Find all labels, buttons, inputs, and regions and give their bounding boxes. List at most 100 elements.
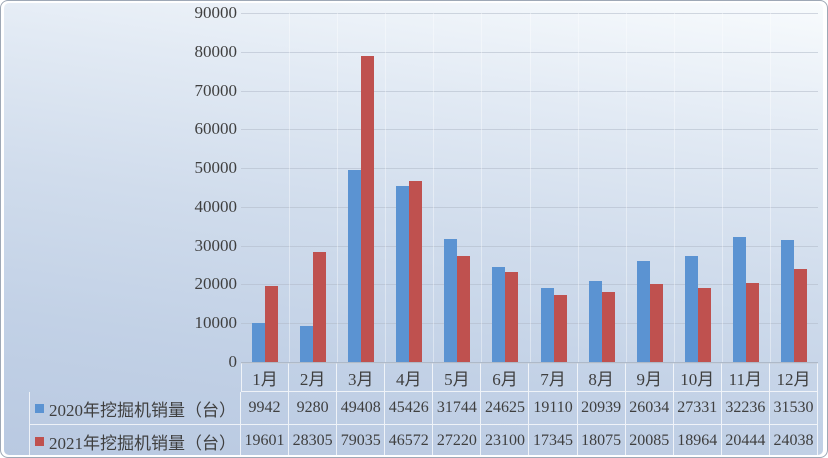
- value-cell-2020-month-9: 26034: [625, 392, 674, 425]
- bar-2021-month-11: [746, 283, 759, 362]
- category-separator-line: [385, 13, 386, 362]
- x-axis-label-month-8: 8月: [577, 363, 626, 392]
- bar-2020-month-7: [541, 288, 554, 362]
- value-cell-2020-month-2: 9280: [289, 392, 338, 425]
- value-cell-2021-month-3: 79035: [337, 425, 386, 457]
- value-cell-2021-month-6: 23100: [481, 425, 530, 457]
- value-cell-2020-month-4: 45426: [385, 392, 434, 425]
- value-cell-2021-month-2: 28305: [289, 425, 338, 457]
- x-axis-label-month-11: 11月: [721, 363, 770, 392]
- value-cell-2020-month-1: 9942: [241, 392, 290, 425]
- bar-2021-month-7: [554, 295, 567, 362]
- y-gridline: [241, 129, 818, 130]
- value-cell-2021-month-4: 46572: [385, 425, 434, 457]
- y-axis-tick-label: 70000: [194, 81, 238, 100]
- value-cell-2020-month-6: 24625: [481, 392, 530, 425]
- x-axis-label-month-6: 6月: [481, 363, 530, 392]
- x-axis-label-month-10: 10月: [673, 363, 722, 392]
- data-table: 1月 2月 3月 4月 5月 6月 7月 8月 9月 10月 11月 12月 2020年挖掘机销量（台）…: [29, 363, 818, 457]
- y-axis-tick-label: 50000: [194, 158, 238, 177]
- y-gridline: [241, 91, 818, 92]
- y-axis-tick-label: 0: [228, 352, 238, 371]
- value-cell-2021-month-8: 18075: [578, 425, 626, 457]
- legend-item-2021: 2021年挖掘机销量（台）: [29, 425, 241, 457]
- value-cell-2021-month-10: 18964: [674, 425, 722, 457]
- bar-2021-month-9: [650, 284, 663, 362]
- bar-2021-month-5: [457, 256, 470, 362]
- bar-2021-month-10: [698, 288, 711, 362]
- y-gridline: [241, 323, 818, 324]
- x-axis-label-month-12: 12月: [769, 363, 818, 392]
- y-axis: 0 10000 20000 30000 40000 50000 60000 70000 8000…: [169, 1, 238, 371]
- category-separator-line: [770, 13, 771, 362]
- x-axis-label-month-5: 5月: [433, 363, 482, 392]
- value-cell-2021-month-11: 20444: [722, 425, 770, 457]
- bar-2020-month-6: [492, 267, 505, 362]
- bar-2021-month-6: [505, 272, 518, 362]
- value-cell-2021-month-1: 19601: [241, 425, 290, 457]
- category-separator-line: [674, 13, 675, 362]
- y-axis-tick-label: 90000: [194, 3, 238, 22]
- category-separator-line: [337, 13, 338, 362]
- value-cell-2020-month-5: 31744: [433, 392, 482, 425]
- bar-2021-month-12: [794, 269, 807, 362]
- x-axis-label-month-3: 3月: [337, 363, 386, 392]
- value-cell-2021-month-12: 24038: [770, 425, 818, 457]
- legend-label-2020: 2020年挖掘机销量（台）: [49, 400, 236, 420]
- bar-2020-month-2: [300, 326, 313, 362]
- x-axis-label-month-7: 7月: [529, 363, 578, 392]
- y-gridline: [241, 284, 818, 285]
- x-axis-label-month-1: 1月: [241, 363, 290, 392]
- bar-2020-month-10: [685, 256, 698, 362]
- y-gridline: [241, 52, 818, 53]
- y-gridline: [241, 168, 818, 169]
- y-axis-tick-label: 10000: [194, 313, 238, 332]
- bar-2020-month-11: [733, 237, 746, 362]
- bar-2020-month-9: [637, 261, 650, 362]
- category-separator-line: [481, 13, 482, 362]
- x-axis-label-month-4: 4月: [385, 363, 434, 392]
- category-separator-line: [578, 13, 579, 362]
- value-cell-2020-month-3: 49408: [337, 392, 386, 425]
- legend-swatch-2020: [35, 403, 44, 413]
- y-axis-tick-label: 60000: [194, 119, 238, 138]
- y-axis-tick-label: 80000: [194, 42, 238, 61]
- category-separator-line: [530, 13, 531, 362]
- y-axis-tick-label: 40000: [194, 197, 238, 216]
- legend-item-2020: 2020年挖掘机销量（台）: [29, 392, 241, 425]
- y-gridline: [241, 13, 818, 14]
- category-separator-line: [722, 13, 723, 362]
- bar-2020-month-1: [252, 323, 265, 362]
- value-cell-2021-month-9: 20085: [626, 425, 674, 457]
- value-cell-2020-month-12: 31530: [769, 392, 818, 425]
- bar-2020-month-5: [444, 239, 457, 362]
- plot-area: [241, 13, 818, 363]
- y-gridline: [241, 207, 818, 208]
- bar-2021-month-3: [361, 56, 374, 362]
- category-separator-line: [626, 13, 627, 362]
- bar-2020-month-4: [396, 186, 409, 362]
- value-cell-2020-month-7: 19110: [529, 392, 578, 425]
- table-corner-blank: [29, 363, 241, 392]
- bar-2020-month-12: [781, 240, 794, 362]
- legend-label-2021: 2021年挖掘机销量（台）: [49, 433, 236, 453]
- value-cell-2021-month-5: 27220: [433, 425, 482, 457]
- value-cell-2020-month-8: 20939: [577, 392, 626, 425]
- x-axis-label-month-2: 2月: [289, 363, 338, 392]
- value-cell-2020-month-10: 27331: [673, 392, 722, 425]
- y-gridline: [241, 246, 818, 247]
- y-axis-tick-label: 20000: [194, 274, 238, 293]
- value-cell-2020-month-11: 32236: [721, 392, 770, 425]
- category-separator-line: [433, 13, 434, 362]
- bar-2020-month-3: [348, 170, 361, 362]
- legend-swatch-2021: [35, 436, 44, 446]
- bar-2021-month-4: [409, 181, 422, 362]
- value-cell-2021-month-7: 17345: [529, 425, 578, 457]
- bar-2020-month-8: [589, 281, 602, 362]
- y-axis-tick-label: 30000: [194, 236, 238, 255]
- x-axis-label-month-9: 9月: [625, 363, 674, 392]
- bar-2021-month-8: [602, 292, 615, 362]
- category-separator-line: [289, 13, 290, 362]
- bar-2021-month-2: [313, 252, 326, 362]
